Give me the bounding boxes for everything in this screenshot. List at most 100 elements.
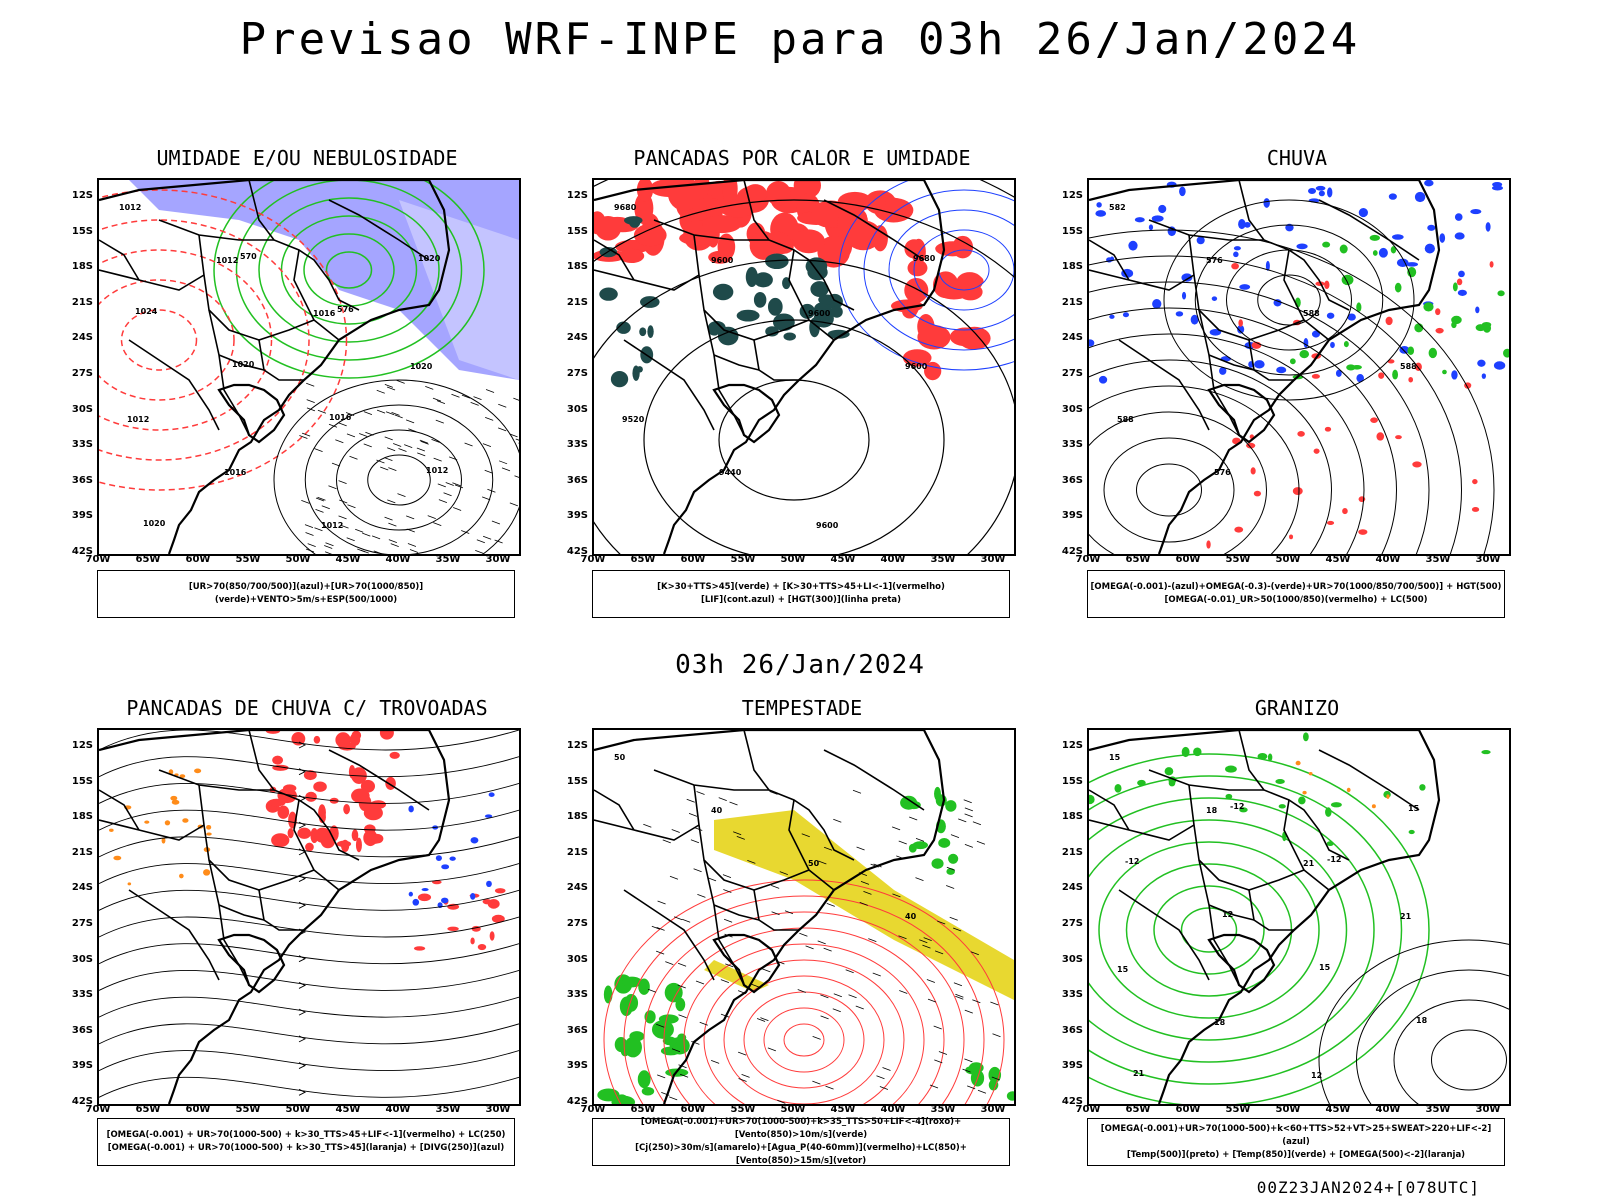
contour-label: 15 [1109,753,1121,762]
lon-tick-label: 40W [385,554,411,565]
lat-tick-label: 33S [1061,439,1083,451]
contour-label: 9680 [614,203,637,212]
lon-tick-label: 40W [880,1104,906,1115]
contour-label: 9600 [905,362,928,371]
contour-labels: 9680 9600 9600 9600 9520 9440 9600 9680 [614,203,936,530]
lat-tick-label: 33S [71,439,93,451]
contour-labels: 50 40 50 40 [614,753,917,921]
contour-label: 12 [1311,1071,1322,1080]
instability-teal-area-2 [599,216,660,388]
contour-label: 21 [1303,859,1315,868]
contour-label: 50 [808,859,820,868]
contour-label: 1020 [410,362,433,371]
lat-tick-label: 33S [566,439,588,451]
run-timestamp: 00Z23JAN2024+[078UTC] [1256,1178,1480,1197]
hgt500-contours [1089,229,1495,554]
lat-tick-label: 21S [566,846,588,858]
legend-line: [K>30+TTS>45](verde) + [K>30+TTS>45+LI<-… [657,582,945,592]
wind850-green-area-3 [965,1062,1014,1101]
panel-title-tempestade: TEMPESTADE [741,696,863,720]
lon-tick-label: 45W [1325,1104,1351,1115]
lat-tick-label: 21S [1061,846,1083,858]
lat-tick-label: 36S [566,474,588,486]
contour-label: 1012 [216,256,238,265]
lat-tick-label: 36S [71,474,93,486]
lon-tick-label: 55W [730,1104,756,1115]
contour-label: 576 [337,305,354,314]
lat-tick-label: 27S [71,918,93,929]
lon-tick-label: 55W [235,1104,261,1115]
map-boundaries [594,180,946,554]
thickness-red-contours [99,189,348,491]
lat-tick-label: 27S [566,918,588,929]
omega500-orange-spots [1295,760,1390,809]
lon-tick-label: 65W [135,554,161,565]
lat-tick-label: 18S [71,261,93,273]
lat-tick-label: 33S [566,989,588,1001]
legend-line: [OMEGA(-0.01)_UR>50(1000/850)(vermelho) … [1164,595,1428,605]
lat-tick-label: 21S [71,296,93,308]
lat-tick-label: 27S [71,368,93,379]
map-boundaries [1089,180,1441,554]
precipitable-water-contours [603,879,1005,1104]
lat-tick-label: 15S [71,225,93,237]
map-tempestade: 50 40 50 40 [592,728,1016,1106]
legend-line: [UR>70(850/700/500)](azul)+[UR>70(1000/8… [188,582,424,605]
lat-tick-label: 18S [1061,811,1083,823]
legend-line: [OMEGA(-0.001) + UR>70(1000-500) + k>30_… [106,1130,506,1140]
lon-tick-label: 30W [1475,554,1501,565]
lat-tick-label: 24S [71,882,93,894]
legend-pancadas: [K>30+TTS>45](verde) + [K>30+TTS>45+LI<-… [592,570,1010,618]
contour-label: 1016 [224,468,247,477]
map-chuva: 582 576 588 588 588 576 [1087,178,1511,556]
legend-line: [OMEGA(-0.001)+UR>70(1000-500)+k>35_TTS>… [640,1117,962,1140]
lat-tick-label: 21S [566,296,588,308]
temp850-contours [1089,753,1430,1104]
lat-tick-label: 18S [1061,261,1083,273]
lat-tick-label: 39S [71,1060,93,1072]
lat-tick-label: 18S [71,811,93,823]
lat-tick-label: 12S [566,190,588,201]
lon-tick-label: 50W [285,554,311,565]
lon-tick-label: 50W [285,1104,311,1115]
lat-tick-label: 24S [1061,882,1083,894]
contour-label: 1012 [119,203,141,212]
contour-label: 588 [1400,362,1417,371]
lon-tick-label: 65W [630,554,656,565]
contour-label: 12 [1222,910,1233,919]
lat-tick-label: 42S [1061,1096,1083,1107]
lat-tick-label: 36S [1061,474,1083,486]
map-boundaries [99,180,451,554]
lat-tick-label: 39S [71,510,93,522]
wind-vectors [299,379,519,554]
contour-label: 1020 [143,519,166,528]
lon-tick-label: 35W [1425,554,1451,565]
contour-label: -12 [1327,855,1341,864]
map-umidade: 1012 1012 1016 1020 1012 1016 1012 1020 1024 1020… [97,178,521,556]
lat-tick-label: 27S [1061,918,1083,929]
lon-tick-label: 60W [1175,554,1201,565]
contour-label: 18 [1416,1016,1428,1025]
jet-yellow-band [704,810,1014,1000]
contour-labels: 15 18 21 21 15 18 12 15 -12 12 15 18 21 -12 -12 [1109,753,1428,1080]
lon-tick-label: 35W [435,1104,461,1115]
contour-label: 40 [905,912,917,921]
contour-label: 9600 [711,256,734,265]
contour-label: 588 [1303,309,1320,318]
lon-tick-label: 65W [135,1104,161,1115]
storm-red-area-2 [413,880,506,951]
lon-tick-label: 70W [85,1104,111,1115]
panel-title-trovoadas: PANCADAS DE CHUVA C/ TROVOADAS [126,696,488,720]
lon-tick-label: 30W [485,554,511,565]
lon-tick-label: 55W [1225,554,1251,565]
temp500-contours [1318,939,1509,1104]
legend-umidade: [UR>70(850/700/500)](azul)+[UR>70(1000/8… [97,570,515,618]
lat-tick-label: 21S [71,846,93,858]
lifted-index-contours [838,180,1014,371]
map-graphic-umidade: 1012 1012 1016 1020 1012 1016 1012 1020 1024 1020… [99,180,519,554]
map-graphic-chuva: 582 576 588 588 588 576 [1089,180,1509,554]
map-trovoadas [97,728,521,1106]
contour-label: 9600 [808,309,831,318]
lat-tick-label: 15S [566,775,588,787]
contour-label: 15 [1117,965,1129,974]
